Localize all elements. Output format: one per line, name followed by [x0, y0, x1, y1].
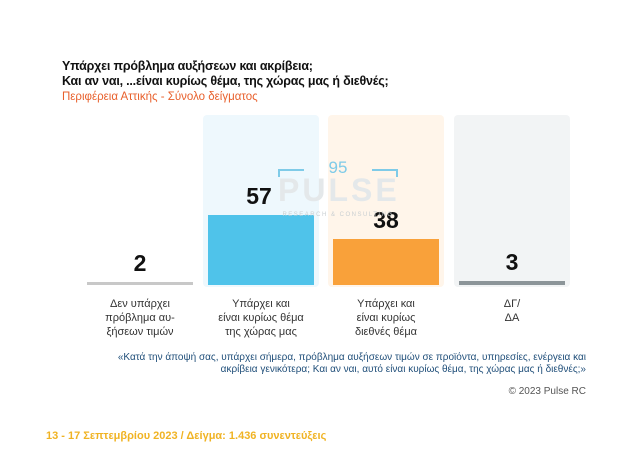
survey-question: «Κατά την άποψή σας, υπάρχει σήμερα, πρό… — [117, 352, 586, 375]
bar — [459, 281, 565, 285]
bar-chart: 2 Δεν υπάρχει πρόβλημα αυ- ξήσεων τιμών 57… — [82, 115, 570, 338]
bar-value-label: 3 — [505, 249, 519, 275]
category-label: Δεν υπάρχει πρόβλημα αυ- ξήσεων τιμών — [105, 298, 175, 338]
bar-value-label: 2 — [133, 250, 147, 276]
bar — [333, 239, 439, 285]
bar — [208, 215, 314, 285]
category-label: Υπάρχει και είναι κυρίως θέμα της χώρας … — [218, 298, 304, 338]
bar-background — [82, 115, 198, 287]
copyright-notice: © 2023 Pulse RC — [508, 386, 586, 397]
chart-title-line1: Υπάρχει πρόβλημα αυξήσεων και ακρίβεια; — [62, 59, 313, 73]
chart-title-line2: Και αν ναι, ...είναι κυρίως θέμα, της χώ… — [62, 74, 389, 88]
bar-value-label: 57 — [246, 183, 272, 209]
category-label: Υπάρχει και είναι κυρίως διεθνές θέμα — [354, 298, 418, 338]
bar-value-label: 38 — [373, 207, 399, 233]
survey-footer: 13 - 17 Σεπτεμβρίου 2023 / Δείγμα: 1.436… — [46, 430, 327, 442]
bar — [87, 282, 193, 285]
chart-subtitle: Περιφέρεια Αττικής - Σύνολο δείγματος — [62, 91, 258, 103]
category-label: ΔΓ/ ΔΑ — [503, 298, 521, 324]
bar-background — [454, 115, 570, 287]
